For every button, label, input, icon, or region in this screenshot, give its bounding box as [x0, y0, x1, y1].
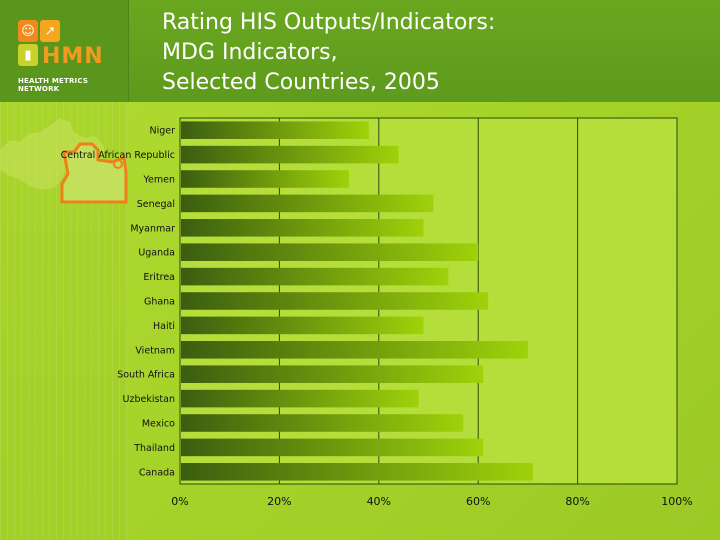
title-line-1: Rating HIS Outputs/Indicators: — [162, 10, 496, 35]
category-label: South Africa — [117, 370, 175, 381]
logo-text: HMN — [42, 44, 104, 69]
bar — [181, 438, 484, 457]
x-tick-label: 100% — [661, 495, 692, 508]
bar — [181, 121, 369, 139]
category-label: Eritrea — [143, 272, 175, 283]
x-tick-label: 60% — [466, 495, 490, 508]
category-label: Uzbekistan — [123, 394, 175, 405]
logo: ☺ ↗ ▮ HMN HEALTH METRICS NETWORK — [0, 0, 129, 102]
bar — [181, 219, 424, 237]
title-line-3: Selected Countries, 2005 — [162, 70, 440, 95]
category-label: Uganda — [138, 248, 175, 259]
bar — [181, 389, 419, 408]
bar — [181, 194, 434, 213]
bar — [181, 316, 424, 335]
category-label: Central African Republic — [61, 150, 175, 161]
logo-subtitle: HEALTH METRICS NETWORK — [18, 77, 89, 93]
africa-map-decoration — [0, 118, 128, 204]
category-label: Yemen — [142, 175, 175, 186]
category-label: Thailand — [133, 443, 175, 454]
person-icon: ☺ — [18, 20, 38, 42]
bar — [181, 170, 349, 188]
bar-chart-icon: ▮ — [18, 44, 38, 66]
header-bar: ☺ ↗ ▮ HMN HEALTH METRICS NETWORK Rating … — [0, 0, 720, 102]
bar — [181, 463, 533, 481]
logo-icons: ☺ ↗ — [18, 20, 60, 42]
page-title: Rating HIS Outputs/Indicators: MDG Indic… — [162, 8, 495, 98]
bar — [181, 341, 528, 359]
category-label: Myanmar — [130, 223, 175, 234]
bar — [181, 267, 449, 286]
bar — [181, 292, 489, 310]
logo-icons-lower: ▮ — [18, 44, 38, 66]
category-label: Haiti — [153, 321, 175, 332]
x-tick-label: 20% — [267, 495, 291, 508]
category-label: Niger — [149, 126, 175, 137]
category-label: Canada — [139, 467, 175, 478]
bar — [181, 365, 484, 383]
category-label: Ghana — [144, 297, 175, 308]
trend-chart-icon: ↗ — [40, 20, 60, 42]
title-line-2: MDG Indicators, — [162, 40, 338, 65]
bar — [181, 414, 464, 432]
x-tick-label: 40% — [367, 495, 391, 508]
category-label: Vietnam — [135, 345, 175, 356]
bar — [181, 145, 399, 164]
category-label: Senegal — [137, 199, 175, 210]
category-label: Mexico — [142, 419, 175, 430]
x-tick-label: 80% — [565, 495, 589, 508]
x-tick-label: 0% — [171, 495, 188, 508]
bar — [181, 243, 479, 261]
